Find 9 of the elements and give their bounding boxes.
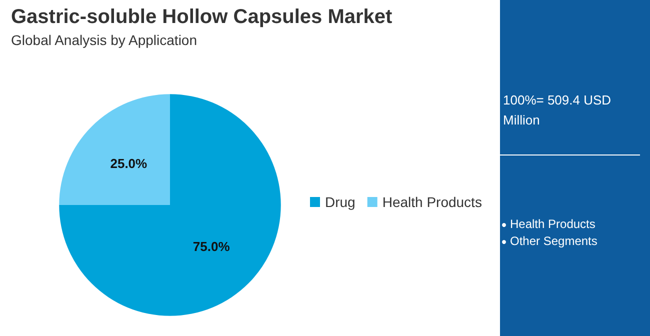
- data-label: 25.0%: [110, 156, 148, 172]
- legend-label: Health Products: [382, 194, 482, 210]
- text: Other Segments: [510, 234, 598, 248]
- text: Health Products: [510, 217, 596, 231]
- data-label: 75.0%: [192, 238, 230, 254]
- text: 100%= 509.4 USD Million: [503, 92, 615, 128]
- chart-subtitle: Global Analysis by Application: [11, 32, 197, 48]
- legend-label: Drug: [325, 194, 356, 210]
- chart-title: Gastric-soluble Hollow Capsules Market: [11, 6, 393, 28]
